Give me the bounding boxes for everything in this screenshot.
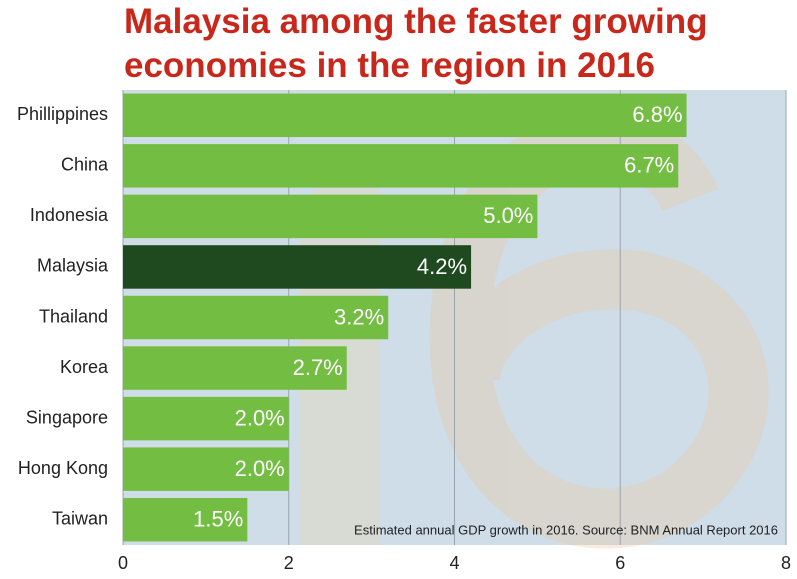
x-tick-label: 8 bbox=[781, 553, 791, 573]
y-tick-label: Phillippines bbox=[17, 104, 108, 124]
y-tick-label: Indonesia bbox=[30, 205, 109, 225]
bar bbox=[123, 396, 289, 441]
chart-title: Malaysia among the faster growing econom… bbox=[124, 2, 708, 85]
value-label: 2.7% bbox=[293, 355, 343, 380]
y-tick-label: Taiwan bbox=[52, 508, 108, 528]
value-label: 2.0% bbox=[235, 405, 285, 430]
x-tick-label: 6 bbox=[615, 553, 625, 573]
bar bbox=[123, 295, 389, 340]
value-label: 4.2% bbox=[417, 254, 467, 279]
y-tick-label: Hong Kong bbox=[18, 458, 108, 478]
y-tick-label: Thailand bbox=[39, 306, 108, 326]
bar bbox=[123, 346, 347, 390]
note: Estimated annual GDP growth in 2016. Sou… bbox=[354, 522, 778, 537]
bar bbox=[123, 194, 538, 239]
bar bbox=[123, 93, 687, 138]
y-tick-label: Korea bbox=[60, 357, 109, 377]
value-label: 1.5% bbox=[193, 507, 243, 532]
x-tick-label: 0 bbox=[118, 553, 128, 573]
value-label: 6.7% bbox=[624, 153, 674, 178]
bar bbox=[123, 447, 289, 491]
bar bbox=[123, 245, 472, 289]
value-label: 5.0% bbox=[483, 203, 533, 228]
bar bbox=[123, 144, 679, 188]
value-label: 6.8% bbox=[632, 102, 682, 127]
y-tick-label: Malaysia bbox=[37, 256, 109, 276]
y-tick-label: China bbox=[61, 155, 109, 175]
x-tick-label: 2 bbox=[284, 553, 294, 573]
value-label: 2.0% bbox=[235, 456, 285, 481]
bar bbox=[123, 497, 248, 542]
x-tick-label: 4 bbox=[449, 553, 459, 573]
y-tick-label: Singapore bbox=[26, 407, 108, 427]
value-label: 3.2% bbox=[334, 304, 384, 329]
